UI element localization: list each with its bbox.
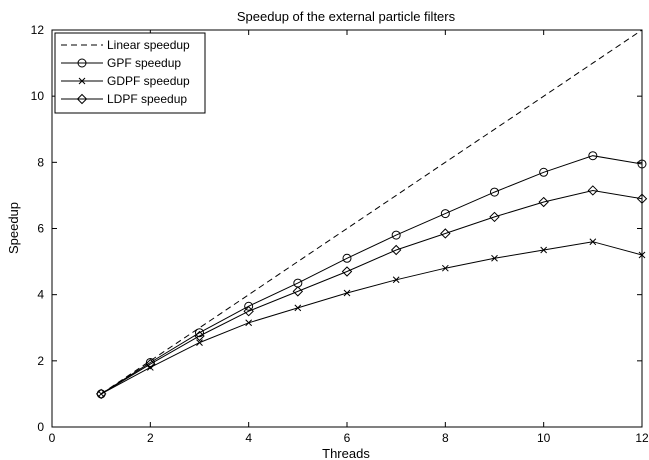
x-tick-label: 0	[49, 431, 56, 445]
axis-ticks: 0 2 4 6 8 10 12 0 2 4 6 8 10 12	[31, 23, 649, 445]
data-point-gdpf-speedup	[343, 289, 351, 297]
data-point-gdpf-speedup	[245, 319, 253, 327]
data-point-ldpf-speedup	[390, 244, 402, 256]
data-point-gpf-speedup	[539, 167, 549, 177]
y-tick-label: 8	[37, 155, 44, 169]
data-point-ldpf-speedup	[95, 388, 107, 400]
data-point-gdpf-speedup	[589, 238, 597, 246]
y-tick-label: 4	[37, 288, 44, 302]
series-linear-speedup	[100, 29, 643, 395]
data-point-gdpf-speedup	[196, 339, 203, 346]
data-point-gdpf-speedup	[441, 264, 449, 272]
data-point-gpf-speedup	[244, 301, 254, 311]
x-tick-label: 2	[147, 431, 154, 445]
legend-marker	[78, 77, 86, 85]
series-ldpf-speedup	[95, 185, 648, 400]
data-point-ldpf-speedup	[292, 286, 304, 297]
data-point-gpf-speedup	[342, 253, 352, 263]
data-point-ldpf-speedup	[636, 193, 648, 204]
y-tick-label: 2	[37, 354, 44, 368]
data-point-ldpf-speedup	[587, 185, 599, 196]
data-point-ldpf-speedup	[489, 211, 500, 223]
legend: Linear speedup GPF speedup GDPF speedup LDP…	[54, 32, 206, 114]
series-line-linear-speedup	[100, 29, 643, 395]
data-point-gdpf-speedup	[540, 246, 548, 254]
series-line-ldpf-speedup	[100, 189, 643, 395]
data-point-gpf-speedup	[195, 328, 204, 338]
series-line-gpf-speedup	[100, 155, 643, 395]
x-tick-label: 8	[442, 431, 449, 445]
data-point-gdpf-speedup	[491, 254, 498, 262]
series-layer	[95, 29, 648, 400]
data-point-gpf-speedup	[588, 151, 598, 161]
legend-label: LDPF speedup	[107, 92, 187, 106]
data-point-gdpf-speedup	[638, 251, 646, 259]
data-point-gdpf-speedup	[294, 304, 302, 312]
legend-marker	[77, 58, 87, 68]
x-tick-label: 6	[344, 431, 351, 445]
y-tick-label: 10	[31, 89, 45, 103]
data-point-ldpf-speedup	[341, 266, 353, 277]
y-tick-label: 0	[37, 420, 44, 434]
data-point-ldpf-speedup	[538, 196, 549, 208]
data-point-gpf-speedup	[440, 209, 450, 219]
data-point-gdpf-speedup	[392, 276, 400, 284]
data-point-ldpf-speedup	[243, 306, 254, 317]
data-point-ldpf-speedup	[440, 228, 451, 239]
data-point-gpf-speedup	[391, 230, 401, 240]
x-tick-label: 10	[537, 431, 551, 445]
legend-label: GPF speedup	[107, 56, 181, 70]
series-gdpf-speedup	[97, 238, 646, 398]
legend-marker	[76, 93, 88, 105]
y-tick-label: 12	[31, 23, 45, 37]
legend-label: Linear speedup	[107, 38, 190, 52]
data-point-gpf-speedup	[490, 187, 499, 197]
data-point-ldpf-speedup	[194, 330, 205, 342]
series-line-gdpf-speedup	[100, 241, 643, 395]
y-tick-label: 6	[37, 222, 44, 236]
legend-box	[54, 32, 206, 114]
x-tick-label: 4	[245, 431, 252, 445]
data-point-gpf-speedup	[145, 357, 155, 367]
data-point-ldpf-speedup	[145, 358, 156, 370]
y-axis-label: Speedup	[6, 202, 21, 254]
data-point-gpf-speedup	[637, 159, 647, 169]
chart-title: Speedup of the external particle filters	[237, 9, 456, 24]
x-tick-label: 12	[635, 431, 649, 445]
x-axis-label: Threads	[322, 446, 370, 460]
legend-label: GDPF speedup	[107, 74, 190, 88]
